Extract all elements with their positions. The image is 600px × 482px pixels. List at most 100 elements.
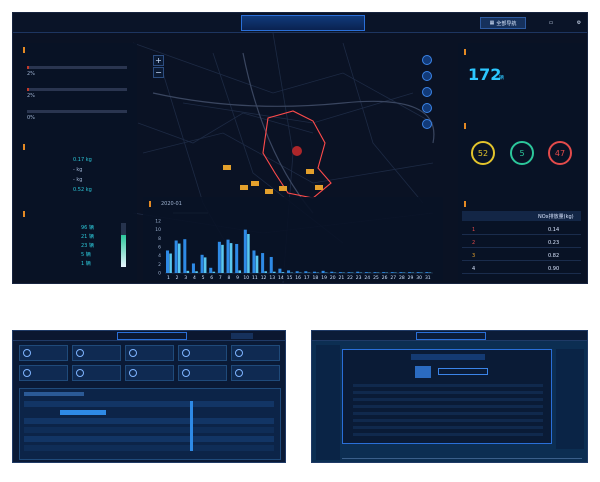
- x-tick-label: 24: [364, 275, 370, 281]
- x-tick-label: 8: [228, 275, 231, 281]
- chart-bar-secondary: [169, 253, 172, 273]
- rank-header: NOx排放量(kg): [538, 214, 574, 220]
- card-icon: [76, 369, 84, 377]
- thumb1-card: [125, 345, 174, 361]
- page-title-frame: [241, 15, 365, 31]
- rank-number: 1: [472, 227, 476, 233]
- card-icon: [235, 369, 243, 377]
- chart-bar: [295, 271, 299, 273]
- search-icon[interactable]: [422, 71, 432, 81]
- rank-row[interactable]: 4 0.90: [462, 263, 581, 274]
- rank-row[interactable]: 3 0.82: [462, 250, 581, 261]
- nox-section-title: [23, 144, 25, 150]
- thumb2-title: [416, 332, 486, 340]
- x-tick-label: 29: [408, 275, 414, 281]
- rank-value: 0.82: [548, 253, 560, 259]
- chart-bar-secondary: [264, 271, 267, 273]
- chart-bar-secondary: [221, 244, 224, 273]
- nox-value: 0.52 kg: [73, 187, 92, 193]
- layers-icon[interactable]: [422, 87, 432, 97]
- filter-icon[interactable]: [422, 119, 432, 129]
- thumb2-side: [316, 345, 340, 460]
- chart-bar-secondary: [195, 271, 198, 273]
- zoom-in-button[interactable]: +: [153, 55, 164, 66]
- chart-bar: [217, 241, 221, 273]
- zoom-out-button[interactable]: −: [153, 67, 164, 78]
- x-tick-label: 2: [176, 275, 179, 281]
- status-progress: [27, 110, 127, 113]
- chart-bar: [338, 272, 342, 273]
- x-tick-label: 27: [390, 275, 396, 281]
- card-icon: [76, 349, 84, 357]
- locate-icon[interactable]: [422, 55, 432, 65]
- chart-bar: [269, 256, 273, 273]
- rank-row[interactable]: 1 0.14: [462, 224, 581, 235]
- distribution-value: 5 辆: [81, 252, 91, 258]
- card-icon: [129, 349, 137, 357]
- thumb2-mini-chart: [342, 449, 582, 459]
- chart-bar: [416, 272, 420, 273]
- distribution-section-title: [23, 211, 25, 217]
- info-section-title: [464, 123, 466, 129]
- thumb1-nav: [231, 333, 253, 339]
- x-tick-label: 30: [416, 275, 422, 281]
- x-tick-label: 31: [425, 275, 431, 281]
- x-tick-label: 23: [356, 275, 362, 281]
- metric-circle: 52: [471, 141, 495, 165]
- metric-circle: 47: [548, 141, 572, 165]
- y-tick-label: 4: [158, 253, 161, 259]
- total-vehicles-value: 172: [468, 65, 502, 84]
- status-progress: [27, 66, 127, 69]
- rank-row[interactable]: 2 0.23: [462, 237, 581, 248]
- x-tick-label: 25: [373, 275, 379, 281]
- chart-bar: [390, 272, 394, 273]
- obd-button[interactable]: ▭: [534, 17, 570, 29]
- all-nav-label: 全部导航: [496, 20, 517, 27]
- x-tick-label: 17: [304, 275, 310, 281]
- chart-bar: [364, 272, 368, 273]
- metric-circle: 5: [510, 141, 534, 165]
- chart-bar: [312, 271, 316, 273]
- chart-bar-secondary: [255, 255, 259, 273]
- monitor-icon: ▭: [548, 20, 554, 26]
- all-nav-button[interactable]: ▦ 全部导航: [480, 17, 526, 29]
- chart-bar-secondary: [247, 234, 250, 273]
- status-progress: [27, 88, 127, 91]
- chart-bar: [356, 271, 360, 273]
- y-tick-label: 10: [155, 227, 161, 233]
- x-tick-label: 13: [269, 275, 275, 281]
- card-icon: [182, 349, 190, 357]
- chart-bar: [200, 254, 204, 273]
- chart-bar-secondary: [273, 271, 276, 273]
- gear-icon: ⚙: [576, 20, 582, 26]
- x-tick-label: 5: [202, 275, 205, 281]
- rank-value: 0.23: [548, 240, 560, 246]
- chart-bar: [399, 272, 403, 273]
- thumb2-plate: [438, 368, 488, 375]
- x-tick-label: 6: [210, 275, 213, 281]
- status-percent: 2%: [27, 93, 35, 99]
- route-icon[interactable]: [422, 103, 432, 113]
- dashboard-thumbnail-2[interactable]: [311, 330, 588, 463]
- nox-value: - kg: [73, 167, 83, 173]
- x-tick-label: 18: [313, 275, 319, 281]
- chart-bar: [287, 270, 291, 273]
- x-tick-label: 3: [184, 275, 187, 281]
- x-tick-label: 11: [252, 275, 258, 281]
- dashboard-thumbnail-1[interactable]: [12, 330, 286, 463]
- rank-section-title: [464, 201, 466, 207]
- dashboard-main: ▦ 全部导航 ▭ ⚙: [12, 12, 588, 284]
- x-tick-label: 20: [330, 275, 336, 281]
- grid-icon: ▦: [489, 20, 495, 26]
- chart-bar-secondary: [212, 271, 216, 273]
- x-tick-label: 4: [193, 275, 196, 281]
- x-tick-label: 22: [347, 275, 353, 281]
- thumb1-card: [72, 365, 121, 381]
- x-tick-label: 19: [321, 275, 327, 281]
- status-percent: 2%: [27, 71, 35, 77]
- distribution-value: 23 辆: [81, 243, 94, 249]
- chart-bar: [278, 268, 282, 273]
- x-tick-label: 10: [243, 275, 249, 281]
- thumb2-right: [556, 349, 584, 449]
- settings-button[interactable]: ⚙: [574, 17, 584, 29]
